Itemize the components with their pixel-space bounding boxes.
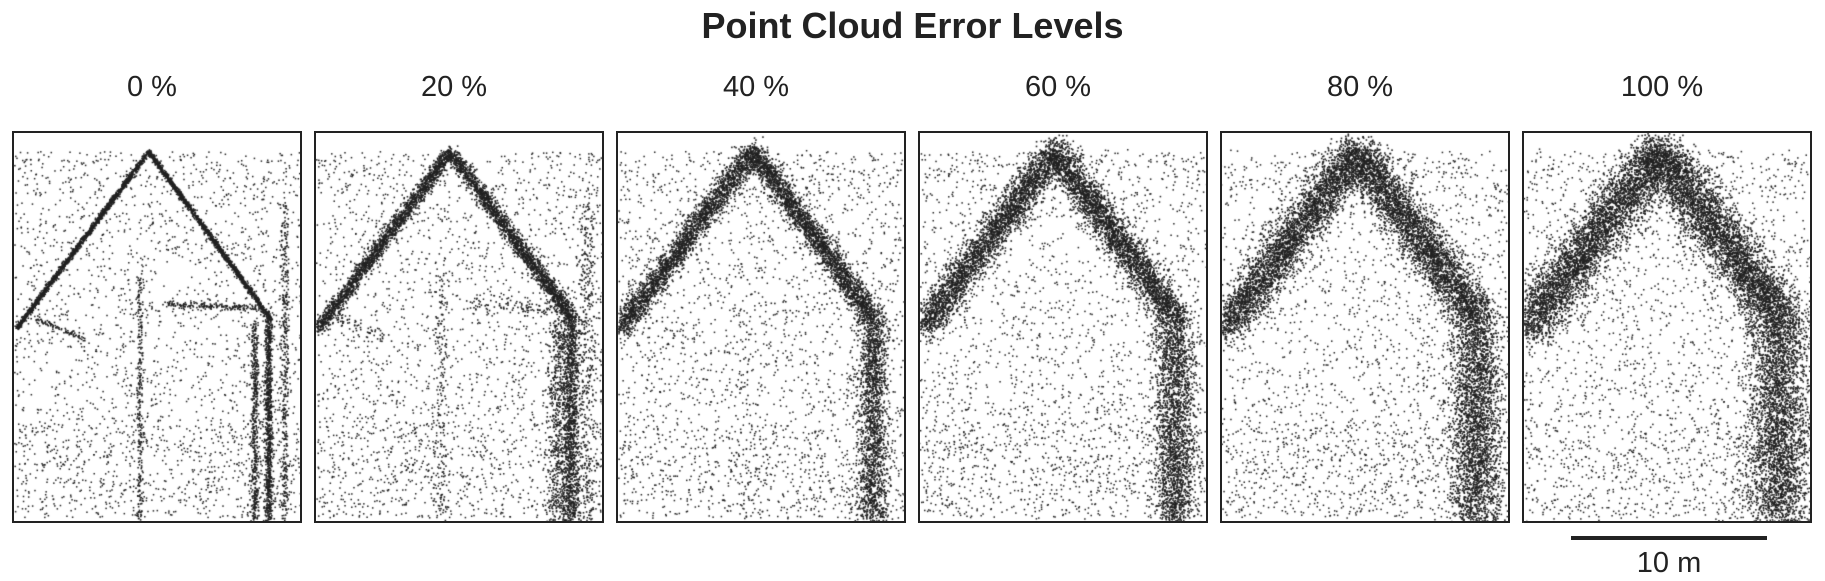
point-cloud-panel-2 (616, 131, 906, 523)
point-cloud-canvas-5 (1524, 133, 1810, 521)
panel-label-4: 80 % (1326, 71, 1394, 103)
scale-bar-label: 10 m (1636, 547, 1702, 579)
point-cloud-panel-0 (12, 131, 302, 523)
panel-label-2: 40 % (722, 71, 790, 103)
point-cloud-canvas-1 (316, 133, 602, 521)
point-cloud-panel-3 (918, 131, 1208, 523)
panel-label-1: 20 % (420, 71, 488, 103)
point-cloud-canvas-4 (1222, 133, 1508, 521)
panel-label-5: 100 % (1620, 71, 1704, 103)
scale-bar-line (1571, 536, 1767, 540)
point-cloud-canvas-0 (14, 133, 300, 521)
panel-label-0: 0 % (127, 71, 177, 103)
point-cloud-panel-4 (1220, 131, 1510, 523)
point-cloud-canvas-2 (618, 133, 904, 521)
point-cloud-panel-1 (314, 131, 604, 523)
point-cloud-panel-5 (1522, 131, 1812, 523)
panel-label-3: 60 % (1024, 71, 1092, 103)
point-cloud-canvas-3 (920, 133, 1206, 521)
figure-title: Point Cloud Error Levels (701, 5, 1124, 46)
